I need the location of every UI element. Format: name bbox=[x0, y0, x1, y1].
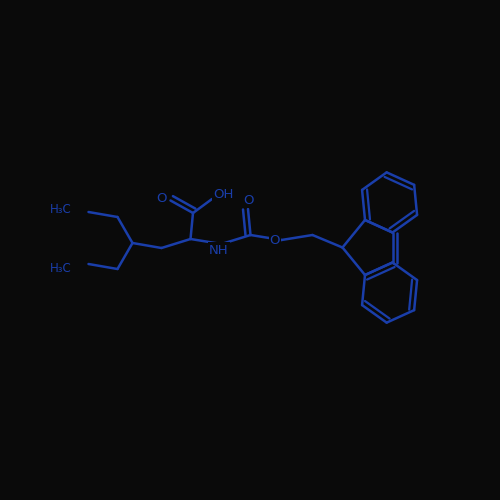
Text: O: O bbox=[243, 194, 254, 207]
Text: H₃C: H₃C bbox=[50, 262, 72, 274]
Text: NH: NH bbox=[209, 244, 229, 256]
Text: O: O bbox=[156, 192, 167, 204]
Text: H₃C: H₃C bbox=[50, 203, 72, 216]
Text: OH: OH bbox=[213, 188, 233, 202]
Text: O: O bbox=[270, 234, 280, 246]
